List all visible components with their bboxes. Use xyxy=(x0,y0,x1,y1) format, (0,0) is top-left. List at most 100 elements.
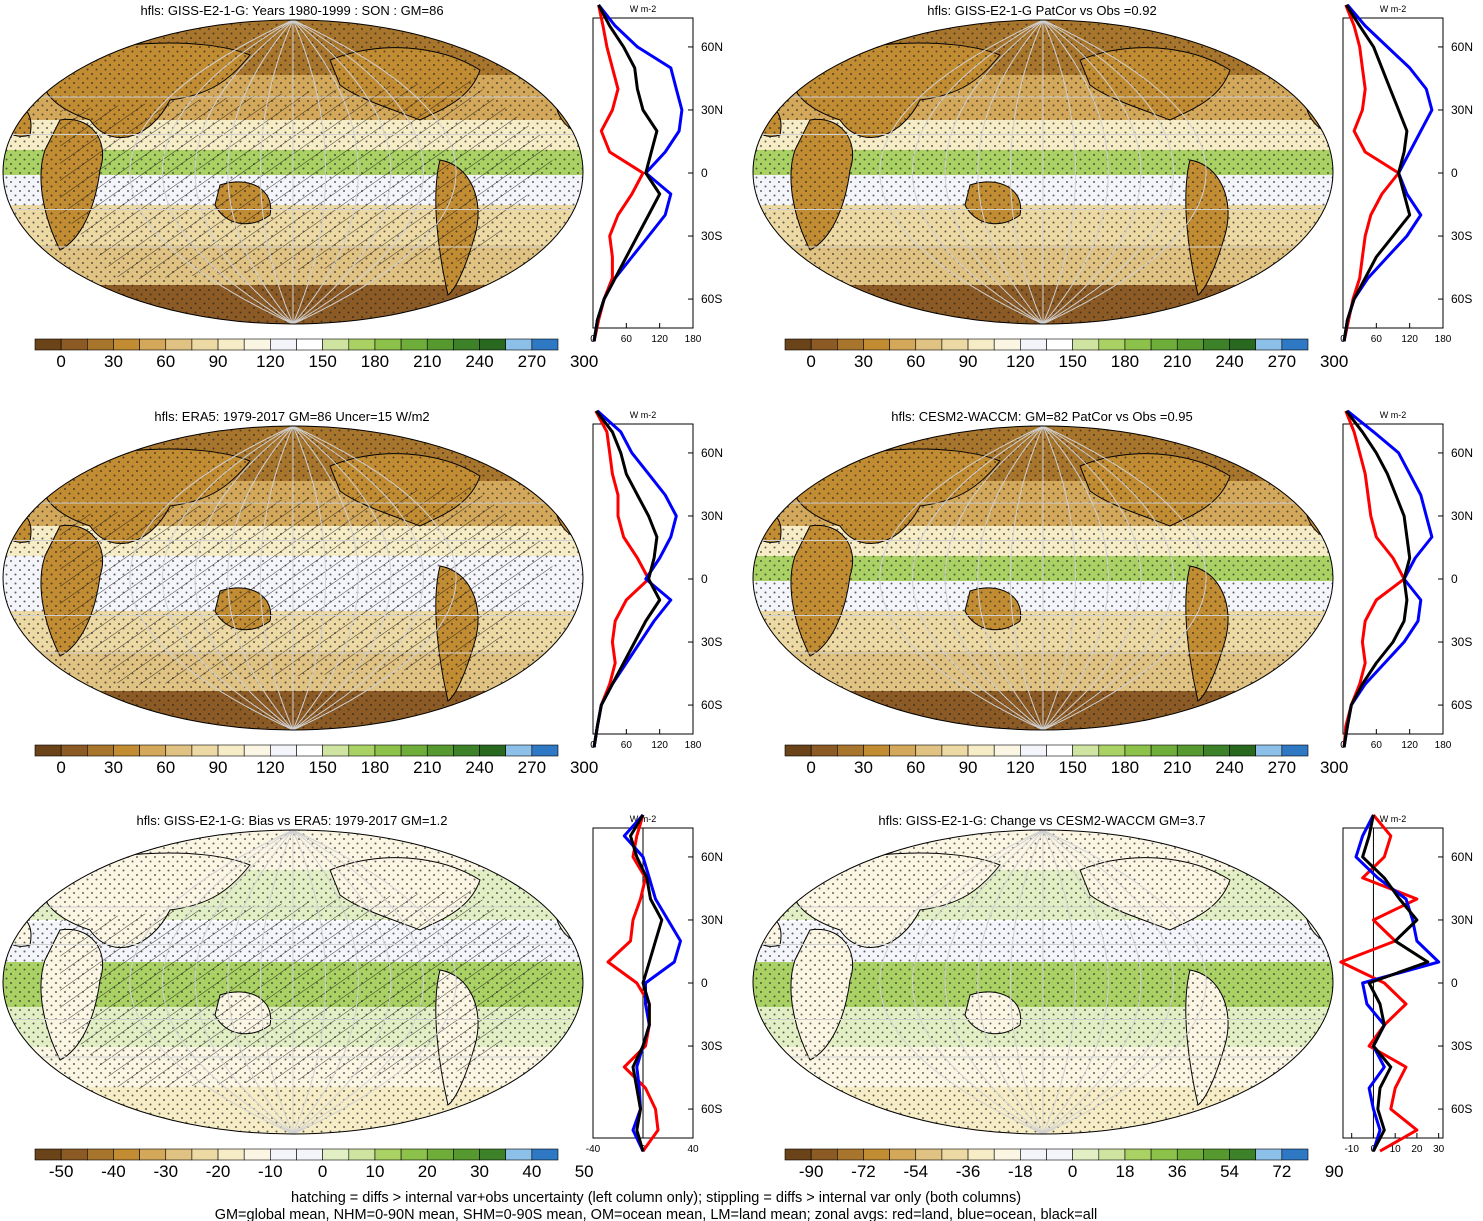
colorbar-label: 150 xyxy=(1058,352,1086,371)
meridian xyxy=(977,830,1044,1134)
x-tick-label: 10 xyxy=(1390,1144,1402,1155)
x-tick-label: 60 xyxy=(1371,740,1383,751)
colorbar-label: 210 xyxy=(1163,352,1191,371)
colorbar-swatch xyxy=(296,1148,323,1161)
colorbar-swatch xyxy=(1255,338,1283,351)
x-tick-label: 40 xyxy=(687,1144,699,1155)
colorbar-swatch xyxy=(1203,1148,1230,1161)
meridian xyxy=(1042,426,1174,730)
colorbar-swatch xyxy=(784,744,812,757)
colorbar-label: 300 xyxy=(570,758,598,777)
y-tick-label: 30N xyxy=(701,913,723,927)
colorbar-label: 270 xyxy=(1268,352,1296,371)
colorbar-label: 300 xyxy=(1320,758,1348,777)
colorbar-label: 60 xyxy=(156,758,175,777)
colorbar: 0 30 60 90 120 150 180 210 240 270 300 xyxy=(784,338,1348,371)
map-field xyxy=(753,830,1333,1134)
meridian xyxy=(1042,426,1142,730)
colorbar-swatch xyxy=(1229,744,1256,757)
y-tick-label: 60S xyxy=(1451,292,1472,306)
colorbar-label: 150 xyxy=(1058,758,1086,777)
colorbar-swatch xyxy=(374,338,402,351)
colorbar-label: 30 xyxy=(104,758,123,777)
map-border xyxy=(752,19,1334,325)
colorbar-swatch xyxy=(217,338,245,351)
meridian xyxy=(912,426,1044,730)
colorbar-swatch xyxy=(87,1148,114,1161)
colorbar-label: 120 xyxy=(256,758,284,777)
meridian xyxy=(292,426,392,730)
colorbar-label: -30 xyxy=(153,1162,178,1181)
y-tick-label: 30S xyxy=(1451,635,1472,649)
y-tick-label: 0 xyxy=(701,166,708,180)
colorbar-swatch xyxy=(217,1148,245,1161)
panel-title: hfls: GISS-E2-1-G PatCor vs Obs =0.92 xyxy=(927,3,1156,18)
profile-unit: W m-2 xyxy=(1380,4,1407,14)
panel-title: hfls: CESM2-WACCM: GM=82 PatCor vs Obs =… xyxy=(891,409,1193,424)
colorbar-swatch xyxy=(243,1148,271,1161)
colorbar-label: -54 xyxy=(903,1162,928,1181)
meridian xyxy=(194,426,294,730)
colorbar-label: 150 xyxy=(308,758,336,777)
y-tick-label: 60N xyxy=(1451,40,1473,54)
meridian xyxy=(259,830,294,1134)
meridian xyxy=(292,20,327,324)
map-border xyxy=(2,829,584,1135)
profile-frame xyxy=(1342,827,1444,1139)
colorbar-swatch xyxy=(993,744,1021,757)
colorbar-swatch xyxy=(1150,744,1178,757)
meridian xyxy=(912,830,1044,1134)
colorbar-label: 120 xyxy=(1006,758,1034,777)
y-tick-label: 60S xyxy=(701,698,722,712)
colorbar-swatch xyxy=(889,338,917,351)
y-tick-label: 60N xyxy=(1451,446,1473,460)
colorbar-label: 90 xyxy=(209,758,228,777)
colorbar-swatch xyxy=(348,744,376,757)
map-border xyxy=(2,19,584,325)
profile-line-all xyxy=(1361,814,1430,1152)
colorbar-label: 270 xyxy=(518,758,546,777)
colorbar-swatch xyxy=(87,744,114,757)
colorbar-label: 240 xyxy=(1215,758,1243,777)
colorbar-swatch xyxy=(505,1148,533,1161)
colorbar-swatch xyxy=(1150,1148,1178,1161)
colorbar-swatch xyxy=(374,744,402,757)
colorbar-swatch xyxy=(479,338,506,351)
meridian xyxy=(977,426,1044,730)
profile-line-ocean xyxy=(622,813,682,1152)
colorbar-swatch xyxy=(967,744,995,757)
colorbar-swatch xyxy=(113,744,140,757)
x-tick-label: 180 xyxy=(1435,740,1452,751)
colorbar-label: 180 xyxy=(1111,352,1139,371)
y-tick-label: 30N xyxy=(1451,509,1473,523)
colorbar-label: 240 xyxy=(465,758,493,777)
profile-unit: W m-2 xyxy=(1380,814,1407,824)
y-tick-label: 60S xyxy=(1451,1102,1472,1116)
meridian xyxy=(1042,20,1109,324)
colorbar-swatch xyxy=(217,744,245,757)
colorbar-label: 60 xyxy=(906,352,925,371)
meridian xyxy=(1042,426,1077,730)
meridian xyxy=(292,830,424,1134)
colorbar-swatch xyxy=(1124,744,1152,757)
colorbar-swatch xyxy=(34,1148,62,1161)
profile-line-all xyxy=(1342,4,1412,342)
colorbar: -50 -40 -30 -20 -10 0 10 20 30 40 50 xyxy=(34,1148,594,1181)
y-tick-label: 60N xyxy=(1451,850,1473,864)
meridian xyxy=(1042,830,1207,1134)
colorbar-label: 0 xyxy=(1068,1162,1077,1181)
colorbar-swatch xyxy=(60,744,88,757)
meridian xyxy=(292,20,392,324)
colorbar-swatch xyxy=(837,338,864,351)
meridian xyxy=(1009,426,1044,730)
colorbar-swatch xyxy=(400,1148,428,1161)
colorbar-swatch xyxy=(270,338,297,351)
map-border xyxy=(2,425,584,731)
colorbar-swatch xyxy=(941,744,969,757)
meridian xyxy=(1042,20,1174,324)
colorbar-label: 60 xyxy=(906,758,925,777)
